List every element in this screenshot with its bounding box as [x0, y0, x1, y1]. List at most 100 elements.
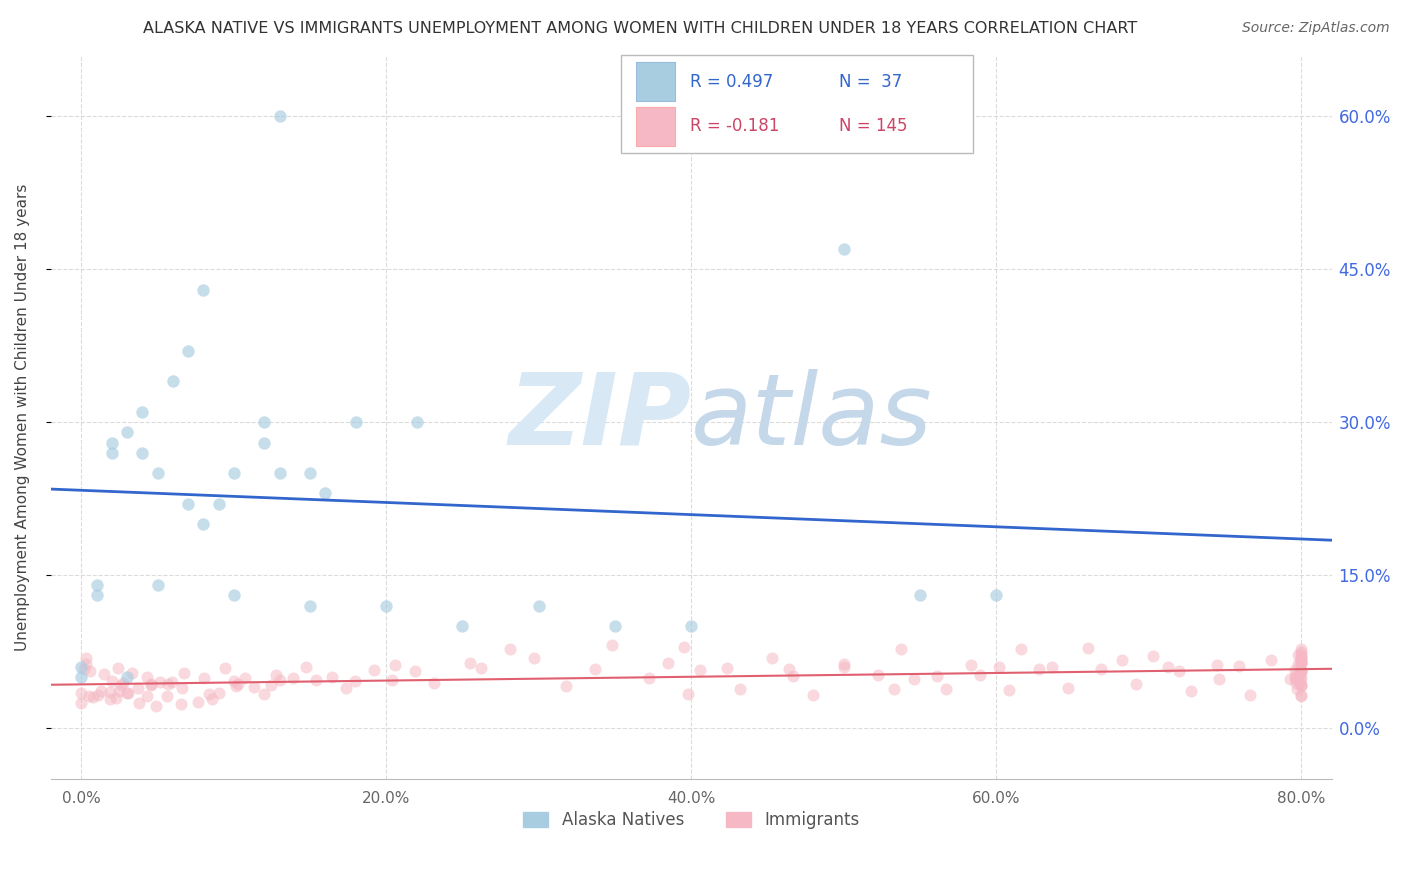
Point	[1288, 674, 1310, 689]
Point	[98, 692, 121, 706]
Point	[1040, 660, 1063, 674]
Point	[1289, 648, 1312, 663]
Point	[1289, 678, 1312, 692]
Point	[243, 680, 266, 694]
Point	[984, 589, 1007, 603]
Point	[157, 676, 180, 690]
Point	[890, 641, 912, 656]
Point	[299, 599, 322, 613]
Point	[127, 681, 149, 696]
Point	[1285, 670, 1308, 684]
Point	[173, 665, 195, 680]
Point	[1285, 681, 1308, 696]
Point	[1289, 690, 1312, 704]
Point	[1289, 656, 1312, 670]
Point	[224, 673, 246, 688]
Point	[198, 687, 221, 701]
Text: N = 145: N = 145	[839, 118, 908, 136]
Point	[1157, 660, 1180, 674]
Point	[1289, 655, 1312, 669]
Text: atlas: atlas	[692, 368, 932, 466]
Point	[1289, 665, 1312, 680]
Point	[1289, 654, 1312, 668]
Point	[1090, 662, 1112, 676]
Point	[908, 589, 931, 603]
Bar	[636, 62, 675, 102]
Point	[77, 689, 100, 703]
Point	[193, 517, 215, 532]
Point	[1289, 663, 1312, 677]
Point	[79, 664, 101, 678]
Point	[363, 663, 385, 677]
Point	[405, 415, 427, 429]
Point	[1284, 663, 1306, 677]
Point	[187, 696, 209, 710]
Point	[1284, 672, 1306, 686]
Point	[162, 675, 184, 690]
Point	[728, 681, 751, 696]
Point	[603, 619, 626, 633]
Point	[470, 661, 492, 675]
Point	[222, 466, 245, 480]
Point	[657, 656, 679, 670]
Point	[866, 668, 889, 682]
Point	[264, 667, 287, 681]
Point	[1239, 688, 1261, 702]
Point	[883, 682, 905, 697]
Point	[1288, 657, 1310, 672]
Point	[1289, 645, 1312, 659]
Point	[146, 466, 169, 480]
Point	[169, 698, 191, 712]
Point	[1289, 650, 1312, 665]
Point	[499, 642, 522, 657]
Point	[145, 699, 167, 714]
Point	[90, 684, 112, 698]
Point	[761, 651, 783, 665]
Point	[1142, 648, 1164, 663]
Point	[1286, 648, 1309, 662]
Point	[1289, 642, 1312, 657]
Point	[117, 686, 139, 700]
Point	[128, 696, 150, 710]
Point	[131, 405, 153, 419]
Point	[117, 686, 139, 700]
Point	[1289, 665, 1312, 679]
Point	[110, 677, 132, 691]
Point	[1289, 688, 1312, 702]
FancyBboxPatch shape	[621, 55, 973, 153]
Point	[1289, 657, 1312, 671]
Point	[136, 670, 159, 684]
Point	[260, 678, 283, 692]
Point	[681, 619, 703, 633]
Point	[177, 497, 200, 511]
Point	[121, 666, 143, 681]
Point	[131, 446, 153, 460]
Text: N =  37: N = 37	[839, 72, 903, 90]
Point	[108, 684, 131, 698]
Point	[404, 664, 426, 678]
Point	[555, 679, 578, 693]
Point	[86, 688, 108, 702]
Point	[782, 669, 804, 683]
Point	[141, 678, 163, 692]
Point	[149, 675, 172, 690]
Point	[1208, 672, 1230, 686]
Point	[281, 671, 304, 685]
Point	[1289, 647, 1312, 661]
Point	[170, 681, 193, 696]
Point	[832, 242, 855, 256]
Point	[177, 343, 200, 358]
Point	[269, 466, 291, 480]
Point	[225, 679, 247, 693]
Point	[100, 673, 122, 688]
Point	[101, 446, 124, 460]
Point	[1168, 664, 1191, 678]
Point	[1289, 678, 1312, 692]
Point	[269, 109, 291, 123]
Point	[527, 599, 550, 613]
Point	[335, 681, 357, 695]
Point	[1125, 677, 1147, 691]
Point	[299, 466, 322, 480]
Point	[253, 415, 276, 429]
Point	[935, 681, 957, 696]
